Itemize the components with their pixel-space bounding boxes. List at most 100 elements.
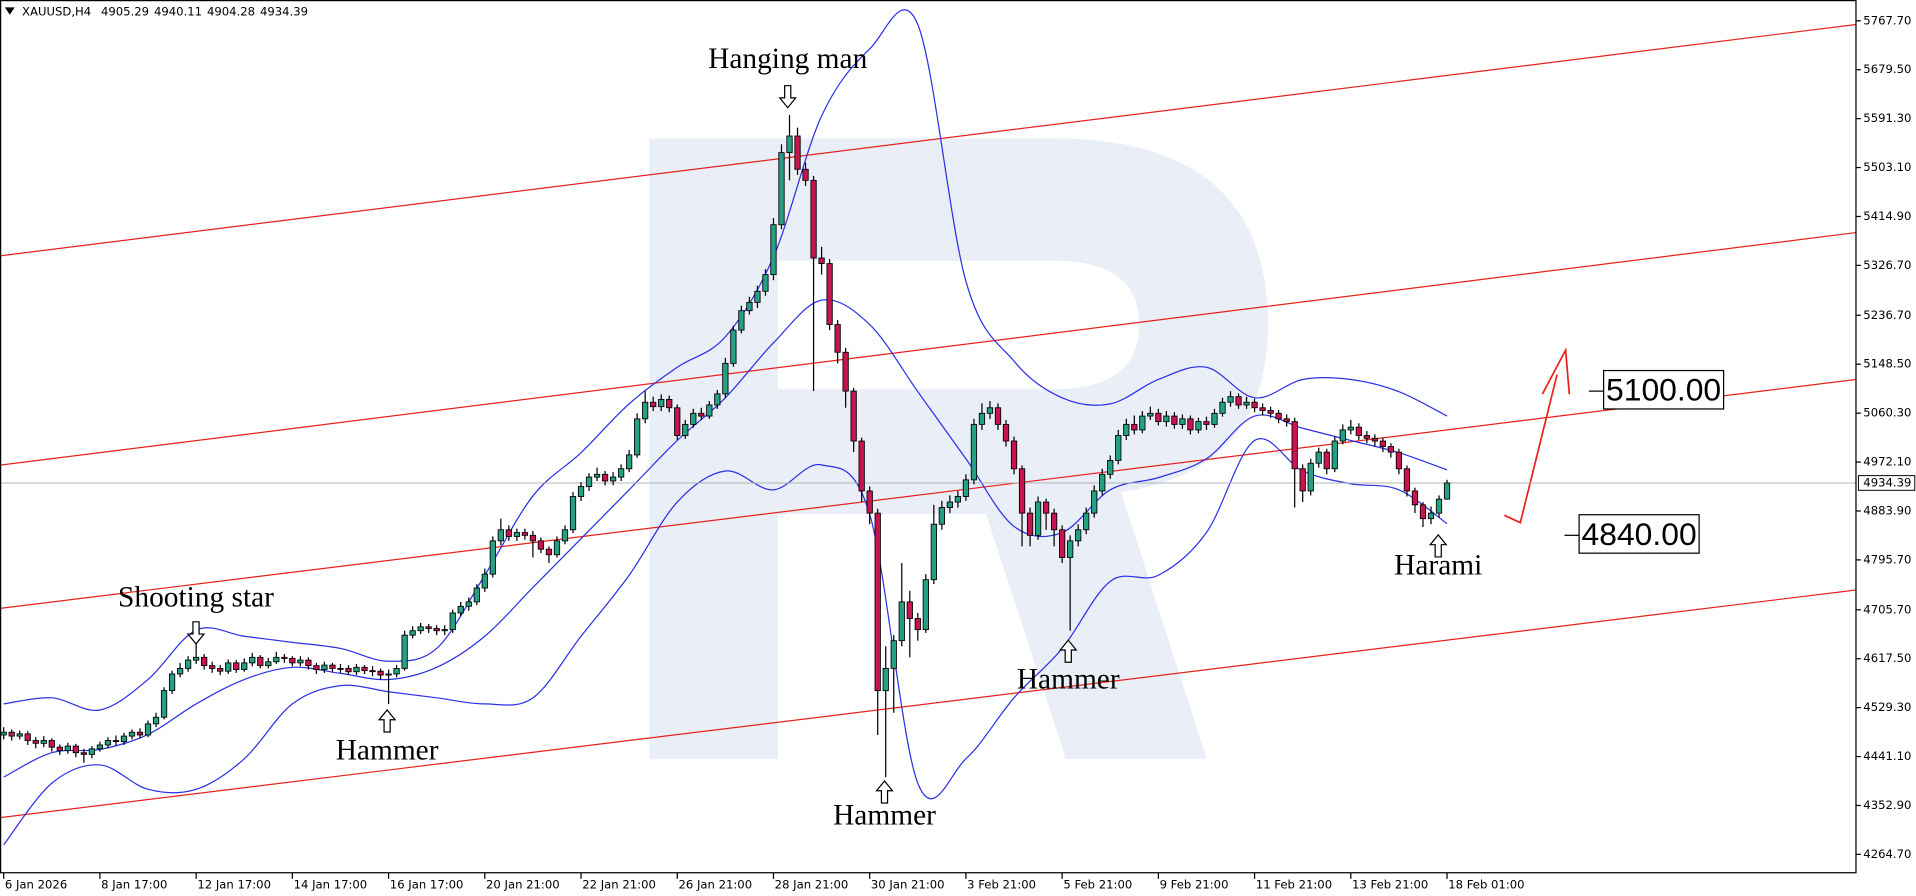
axis-area xyxy=(1855,0,1916,896)
y-tick-label: 4441.10 xyxy=(1863,749,1911,763)
menu-icon[interactable] xyxy=(4,7,15,15)
candle-body xyxy=(553,540,561,556)
pattern-arrow xyxy=(1428,533,1448,558)
candle-body xyxy=(377,670,384,676)
x-tick-label: 3 Feb 21:00 xyxy=(967,877,1036,891)
candle-body xyxy=(706,404,713,417)
candle-body xyxy=(1315,451,1322,464)
candle-body xyxy=(1179,418,1186,425)
candle-body xyxy=(1067,540,1074,558)
candle-body xyxy=(642,401,649,420)
plot-border xyxy=(0,0,1857,874)
level-box xyxy=(1578,514,1700,554)
x-tick-label: 6 Jan 2026 xyxy=(5,877,67,891)
candle-body xyxy=(353,666,360,673)
candle-body xyxy=(241,662,248,670)
candle-body xyxy=(8,731,15,737)
candle-body xyxy=(136,731,144,736)
candle-body xyxy=(634,418,641,456)
y-tick-label: 4529.30 xyxy=(1863,700,1911,714)
candle-body xyxy=(168,673,176,692)
pattern-arrow xyxy=(778,85,797,109)
candle-body xyxy=(40,740,47,744)
candle-body xyxy=(690,412,697,425)
candle-body xyxy=(481,573,488,589)
candle-body xyxy=(1034,501,1042,536)
y-tick-label: 4972.10 xyxy=(1863,455,1911,469)
y-tick-label: 5591.30 xyxy=(1863,111,1911,125)
x-tick-label: 20 Jan 21:00 xyxy=(486,877,560,891)
candle-body xyxy=(201,656,208,667)
y-tick-label: 4795.70 xyxy=(1863,552,1911,566)
candle-body xyxy=(1010,440,1018,470)
candle-body xyxy=(433,628,440,632)
candle-body xyxy=(425,626,432,629)
candle-body xyxy=(1195,421,1202,431)
candle-body xyxy=(513,532,520,537)
candle-body xyxy=(778,152,785,226)
candle-body xyxy=(810,179,817,259)
candle-body xyxy=(626,454,633,470)
candle-body xyxy=(305,659,312,667)
candle-body xyxy=(666,399,673,409)
candle-body xyxy=(730,329,737,364)
candle-body xyxy=(922,579,929,631)
candle-body xyxy=(369,670,376,673)
candle-body xyxy=(1403,468,1411,492)
x-tick-label: 22 Jan 21:00 xyxy=(582,877,656,891)
y-tick-label: 5236.70 xyxy=(1863,308,1911,322)
candle-body xyxy=(521,532,529,536)
candle-body xyxy=(128,731,136,737)
current-price-label: 4934.39 xyxy=(1863,475,1911,489)
candle-body xyxy=(160,690,168,718)
candle-body xyxy=(786,135,793,154)
candle-body xyxy=(1243,401,1250,406)
axis-area-bottom xyxy=(0,872,1916,896)
candle-body xyxy=(72,745,79,754)
candle-body xyxy=(1323,451,1330,470)
candle-body xyxy=(1419,504,1427,520)
candle-body xyxy=(1251,401,1258,409)
candle-body xyxy=(962,479,970,497)
y-tick-label: 5767.70 xyxy=(1863,13,1911,27)
candle-body xyxy=(281,656,288,659)
candle-body xyxy=(898,601,905,642)
band-middle xyxy=(3,299,1448,778)
candle-body xyxy=(329,664,336,669)
candle-body xyxy=(561,529,569,542)
candle-body xyxy=(441,629,448,632)
candle-body xyxy=(1355,426,1362,436)
candle-body xyxy=(593,473,601,478)
candle-body xyxy=(906,601,913,619)
candle-body xyxy=(1283,418,1290,423)
x-tick-label: 30 Jan 21:00 xyxy=(871,877,945,891)
pattern-label: Hammer xyxy=(1017,664,1120,696)
header-price: 4904.28 xyxy=(207,5,255,19)
y-tick-label: 4617.50 xyxy=(1863,651,1911,665)
candle-body xyxy=(1050,512,1058,531)
candle-body xyxy=(826,263,833,325)
x-tick-label: 5 Feb 21:00 xyxy=(1063,877,1132,891)
candle-body xyxy=(417,626,424,632)
candle-body xyxy=(225,662,232,672)
forecast-arrow-head xyxy=(1541,347,1571,395)
channel-line xyxy=(0,589,1857,819)
candle-body xyxy=(1275,412,1282,420)
candle-body xyxy=(24,733,31,741)
y-tick-label: 5060.30 xyxy=(1863,406,1911,420)
candle-body xyxy=(1435,498,1443,514)
candle-body xyxy=(16,733,23,737)
candle-body xyxy=(858,440,865,492)
candle-body xyxy=(361,666,368,672)
candle-body xyxy=(345,667,352,673)
level-label: 4840.00 xyxy=(1582,516,1697,552)
level-label: 5100.00 xyxy=(1606,372,1721,408)
candle-body xyxy=(1299,468,1306,492)
candle-body xyxy=(289,658,296,664)
candle-body xyxy=(473,587,480,603)
candle-body xyxy=(321,664,328,670)
candle-body xyxy=(1123,423,1130,436)
y-tick-label: 5679.50 xyxy=(1863,62,1911,76)
candle-body xyxy=(1347,426,1354,431)
